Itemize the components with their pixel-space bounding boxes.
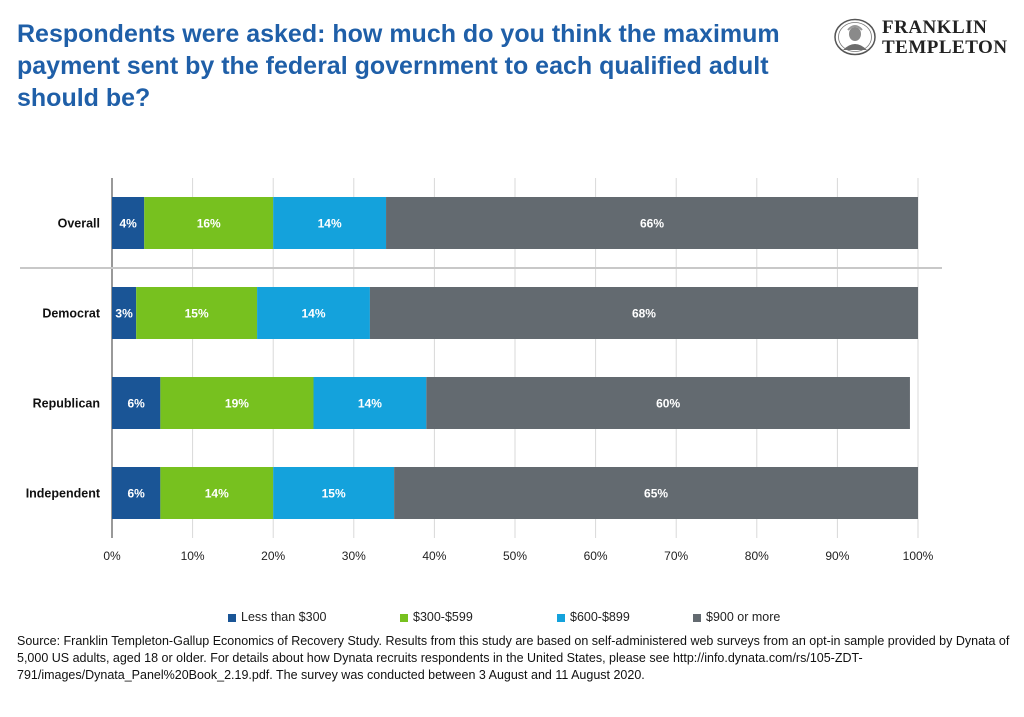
data-label: 19% [225,397,249,411]
legend-item: $300-$599 [400,610,473,624]
category-label: Republican [33,397,100,411]
category-label: Democrat [42,307,100,321]
legend-swatch [400,613,408,622]
data-label: 4% [119,217,137,231]
data-label: 68% [632,307,656,321]
bar-segment [394,467,919,519]
data-label: 6% [128,487,146,501]
data-label: 14% [358,397,382,411]
bar-segment [112,287,137,339]
legend-swatch [557,613,565,622]
x-tick-label: 80% [745,549,769,563]
bar-segment [144,197,274,249]
data-label: 65% [644,487,668,501]
source-note: Source: Franklin Templeton-Gallup Econom… [17,634,1010,682]
bar-segment [426,377,910,429]
legend-item: Less than $300 [228,610,327,624]
legend-label: $600-$899 [570,610,630,624]
bar-segment [112,197,145,249]
x-tick-label: 10% [181,549,205,563]
data-label: 14% [301,307,325,321]
legend-item: $600-$899 [557,610,630,624]
legend-label: Less than $300 [241,610,327,624]
legend-swatch [228,613,236,622]
legend-label: $900 or more [706,610,781,624]
category-label: Independent [26,487,101,501]
data-label: 6% [128,397,146,411]
bar-segment [112,377,161,429]
legend-label: $300-$599 [413,610,473,624]
x-tick-label: 20% [261,549,285,563]
chart-title: Respondents were asked: how much do you … [17,20,780,112]
legend-item: $900 or more [693,610,780,624]
x-tick-label: 90% [825,549,849,563]
data-label: 16% [197,217,221,231]
bar-segment [313,377,427,429]
stacked-bar-chart: 0% 10% 20% 30% 40% 50% 60% 70% 80% 90% 100% Overall… [20,178,942,563]
bar-segment [160,467,274,519]
bar-segment [273,197,387,249]
x-tick-label: 0% [103,549,121,563]
chart-legend: Less than $300 $300-$599 $600-$899 $900 or … [0,610,1024,628]
data-label: 3% [115,307,133,321]
bar-segment [386,197,918,249]
data-label: 60% [656,397,680,411]
x-tick-label: 70% [664,549,688,563]
bar-segment [112,467,161,519]
x-tick-label: 100% [903,549,934,563]
legend-swatch [693,613,701,622]
x-tick-label: 60% [584,549,608,563]
bar-segment [273,467,395,519]
data-label: 14% [205,487,229,501]
portrait-seal-icon [834,18,876,56]
category-label: Overall [58,217,100,231]
x-tick-label: 40% [422,549,446,563]
logo-line-1: FRANKLIN [882,17,988,38]
data-label: 14% [318,217,342,231]
x-tick-label: 50% [503,549,527,563]
x-tick-label: 30% [342,549,366,563]
bar-segment [160,377,314,429]
bar-segment [257,287,370,339]
bar-segment [136,287,258,339]
logo-line-2: TEMPLETON [882,37,1008,58]
data-label: 66% [640,217,664,231]
data-label: 15% [322,487,346,501]
bar-segment [369,287,918,339]
data-label: 15% [185,307,209,321]
franklin-templeton-logo: FRANKLIN TEMPLETON [834,16,1019,60]
